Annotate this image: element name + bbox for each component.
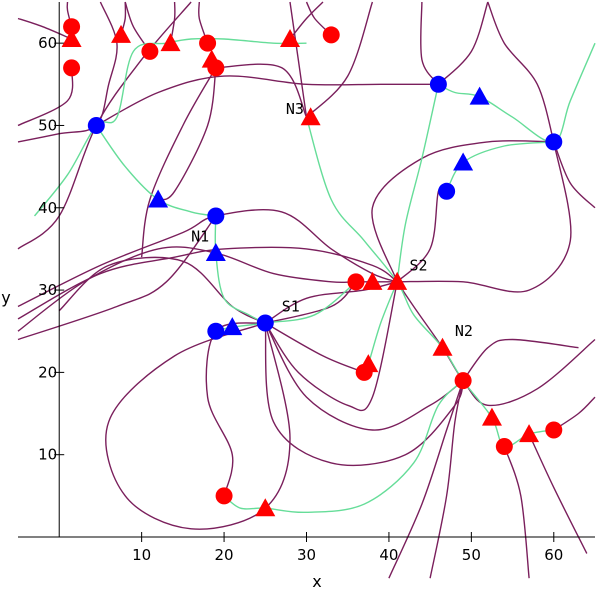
separatrix-curve — [223, 380, 464, 514]
circle-marker — [347, 273, 365, 291]
flow-curve — [140, 67, 217, 258]
y-tick-label: 50 — [38, 116, 57, 134]
circle-marker — [141, 42, 159, 60]
circle-marker — [63, 59, 81, 77]
triangle-marker — [280, 29, 301, 48]
flow-curve — [17, 17, 72, 40]
flow-curve — [306, 1, 374, 118]
triangle-marker — [300, 107, 321, 126]
flow-curve — [388, 380, 464, 579]
flow-curve — [487, 1, 555, 143]
flow-curve — [17, 246, 398, 320]
triangle-marker — [362, 271, 383, 290]
circle-marker — [207, 322, 225, 340]
separatrix-curve — [445, 141, 554, 192]
triangle-marker — [432, 337, 453, 356]
annotation-label: S2 — [410, 256, 428, 274]
separatrix-curve — [438, 42, 596, 143]
triangle-marker — [222, 317, 243, 336]
y-tick-label: 40 — [38, 199, 57, 217]
triangle-marker — [160, 33, 181, 52]
x-tick-labels: 10 20 30 40 50 60 — [132, 546, 563, 564]
y-tick-label: 20 — [38, 363, 57, 381]
flow-curve — [215, 63, 308, 118]
flow-curve — [397, 141, 572, 293]
flow-curve — [437, 1, 489, 85]
flow-curve — [95, 75, 439, 127]
flow-curve — [264, 322, 464, 431]
x-tick-label: 20 — [215, 546, 234, 564]
y-tick-label: 30 — [38, 281, 57, 299]
triangle-marker — [255, 498, 276, 517]
triangle-marker — [469, 86, 490, 105]
flow-curve — [553, 141, 596, 209]
circle-marker — [545, 133, 563, 151]
flow-curve — [396, 281, 596, 407]
x-tick-label: 40 — [379, 546, 398, 564]
circle-marker — [87, 116, 105, 134]
flow-curve — [289, 1, 324, 40]
flow-curve — [429, 380, 464, 579]
x-tick-label: 10 — [132, 546, 151, 564]
circle-marker — [256, 314, 274, 332]
flow-curve — [420, 1, 439, 85]
x-tick-label: 60 — [544, 546, 563, 564]
annotation-label: S1 — [282, 298, 300, 316]
x-axis-label: x — [312, 572, 321, 590]
separatrix-curve — [396, 84, 440, 282]
triangle-marker — [453, 152, 474, 171]
y-tick-label: 60 — [38, 34, 57, 52]
annotation-label: N2 — [455, 322, 473, 340]
circle-marker — [429, 75, 447, 93]
circle-marker — [207, 207, 225, 225]
flow-curve — [17, 209, 398, 308]
circle-marker — [199, 34, 217, 52]
circle-marker — [454, 372, 472, 390]
flow-curve — [17, 215, 217, 341]
point-annotations: N1 N2 N3 S1 S2 — [191, 100, 473, 340]
triangle-marker — [358, 354, 379, 373]
triangle-marker — [148, 189, 169, 208]
critical-point-markers — [61, 18, 563, 517]
circle-marker — [545, 421, 563, 439]
flow-curve — [264, 322, 365, 374]
flow-curve — [289, 1, 308, 118]
circle-marker — [322, 26, 340, 44]
circle-marker — [215, 487, 233, 505]
y-axis-label: y — [1, 288, 10, 307]
y-tick-labels: 10 20 30 40 50 60 — [38, 34, 57, 464]
separatrix-curve — [214, 215, 266, 324]
flow-curve — [105, 322, 291, 530]
triangle-marker — [205, 243, 226, 262]
triangle-marker — [481, 407, 502, 426]
flow-curve — [264, 281, 398, 324]
flow-curve — [58, 256, 266, 324]
annotation-label: N1 — [191, 228, 209, 246]
flow-curve — [157, 67, 217, 201]
flow-curve — [528, 433, 588, 554]
x-tick-label: 50 — [462, 546, 481, 564]
flow-curve — [264, 281, 398, 412]
circle-marker — [438, 182, 456, 200]
flow-curve — [462, 338, 579, 382]
purple-flow-curves — [17, 1, 596, 579]
y-tick-label: 10 — [38, 446, 57, 464]
annotation-label: N3 — [286, 100, 304, 118]
x-tick-label: 30 — [297, 546, 316, 564]
circle-marker — [63, 18, 81, 36]
flow-curve — [205, 322, 266, 496]
triangle-marker — [519, 424, 540, 443]
triangle-marker — [387, 271, 408, 290]
circle-marker — [495, 437, 513, 455]
triangle-marker — [111, 24, 132, 43]
triangle-marker — [201, 49, 222, 68]
axes — [18, 2, 595, 542]
flow-curve — [503, 446, 530, 579]
triangle-marker — [61, 29, 82, 48]
flow-curve — [264, 322, 464, 467]
